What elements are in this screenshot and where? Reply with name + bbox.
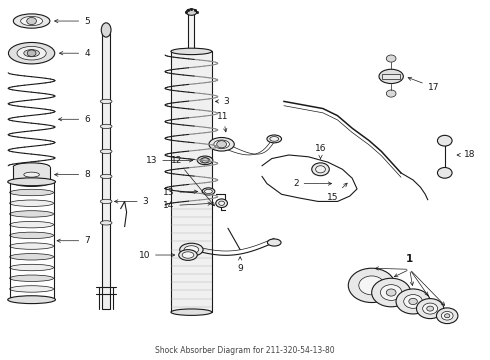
- Ellipse shape: [209, 138, 234, 151]
- Ellipse shape: [268, 239, 281, 246]
- Ellipse shape: [17, 46, 46, 60]
- Ellipse shape: [180, 243, 203, 256]
- Circle shape: [312, 163, 329, 176]
- Ellipse shape: [204, 189, 212, 194]
- Circle shape: [444, 314, 450, 318]
- Bar: [171, 51, 212, 312]
- Bar: [102, 30, 110, 309]
- Ellipse shape: [379, 69, 403, 84]
- Ellipse shape: [13, 179, 50, 186]
- Text: 8: 8: [55, 170, 90, 179]
- Ellipse shape: [267, 135, 282, 143]
- Circle shape: [316, 166, 325, 173]
- Circle shape: [27, 50, 36, 57]
- Circle shape: [386, 90, 396, 97]
- Circle shape: [396, 289, 430, 314]
- Text: 7: 7: [57, 236, 90, 245]
- Bar: [13, 167, 50, 183]
- Circle shape: [404, 294, 422, 308]
- Ellipse shape: [21, 17, 43, 26]
- Circle shape: [386, 55, 396, 62]
- Ellipse shape: [186, 9, 197, 15]
- Ellipse shape: [10, 211, 53, 217]
- Text: 13: 13: [163, 188, 197, 197]
- Text: 4: 4: [59, 49, 90, 58]
- Ellipse shape: [10, 189, 53, 196]
- Text: 14: 14: [163, 201, 211, 210]
- Ellipse shape: [200, 158, 210, 163]
- Ellipse shape: [10, 275, 53, 282]
- Text: 3: 3: [115, 197, 148, 206]
- Circle shape: [423, 303, 438, 314]
- Text: 16: 16: [315, 144, 326, 159]
- Ellipse shape: [10, 264, 53, 271]
- Ellipse shape: [10, 221, 53, 228]
- Text: 9: 9: [237, 257, 243, 273]
- Circle shape: [416, 298, 444, 319]
- Text: 6: 6: [58, 115, 90, 124]
- Ellipse shape: [10, 179, 53, 185]
- Ellipse shape: [100, 221, 112, 225]
- Text: 13: 13: [146, 156, 193, 165]
- Circle shape: [380, 285, 402, 300]
- Ellipse shape: [8, 178, 55, 186]
- Text: 12: 12: [171, 156, 215, 206]
- Circle shape: [219, 201, 224, 205]
- Bar: [189, 12, 195, 55]
- Circle shape: [409, 298, 417, 305]
- Ellipse shape: [214, 140, 229, 149]
- Text: 3: 3: [216, 97, 229, 106]
- Ellipse shape: [10, 286, 53, 292]
- Bar: [382, 73, 400, 79]
- Circle shape: [427, 306, 434, 311]
- Ellipse shape: [24, 50, 39, 57]
- Ellipse shape: [8, 42, 55, 64]
- Circle shape: [441, 311, 453, 320]
- Ellipse shape: [100, 199, 112, 203]
- Ellipse shape: [100, 149, 112, 154]
- Circle shape: [348, 268, 395, 302]
- Circle shape: [27, 18, 36, 24]
- Text: Shock Absorber Diagram for 211-320-54-13-80: Shock Absorber Diagram for 211-320-54-13…: [155, 346, 335, 355]
- Ellipse shape: [10, 253, 53, 260]
- Circle shape: [359, 276, 385, 295]
- Text: 10: 10: [139, 251, 175, 260]
- Ellipse shape: [100, 99, 112, 104]
- Text: 17: 17: [408, 77, 439, 92]
- Circle shape: [372, 278, 411, 307]
- Circle shape: [217, 141, 226, 148]
- Circle shape: [438, 135, 452, 146]
- Ellipse shape: [202, 188, 215, 195]
- Ellipse shape: [13, 163, 50, 171]
- Ellipse shape: [24, 172, 39, 177]
- Ellipse shape: [101, 23, 111, 37]
- Circle shape: [216, 199, 227, 207]
- Ellipse shape: [184, 246, 199, 253]
- Ellipse shape: [270, 136, 279, 141]
- Ellipse shape: [100, 174, 112, 179]
- Text: 18: 18: [457, 150, 476, 159]
- Ellipse shape: [10, 200, 53, 206]
- Circle shape: [202, 158, 208, 163]
- Text: 15: 15: [327, 183, 347, 202]
- Ellipse shape: [197, 156, 213, 165]
- Ellipse shape: [171, 48, 212, 55]
- Text: 5: 5: [55, 17, 90, 26]
- Ellipse shape: [171, 309, 212, 315]
- Circle shape: [438, 167, 452, 178]
- Ellipse shape: [10, 296, 53, 303]
- Text: 11: 11: [218, 112, 229, 132]
- Ellipse shape: [100, 124, 112, 129]
- Ellipse shape: [182, 252, 194, 258]
- Ellipse shape: [10, 243, 53, 249]
- Ellipse shape: [8, 296, 55, 303]
- Circle shape: [437, 308, 458, 324]
- Text: 1: 1: [406, 254, 413, 264]
- Ellipse shape: [179, 249, 197, 260]
- Ellipse shape: [13, 14, 50, 28]
- Text: 2: 2: [293, 179, 332, 188]
- Ellipse shape: [10, 232, 53, 239]
- Circle shape: [386, 289, 396, 296]
